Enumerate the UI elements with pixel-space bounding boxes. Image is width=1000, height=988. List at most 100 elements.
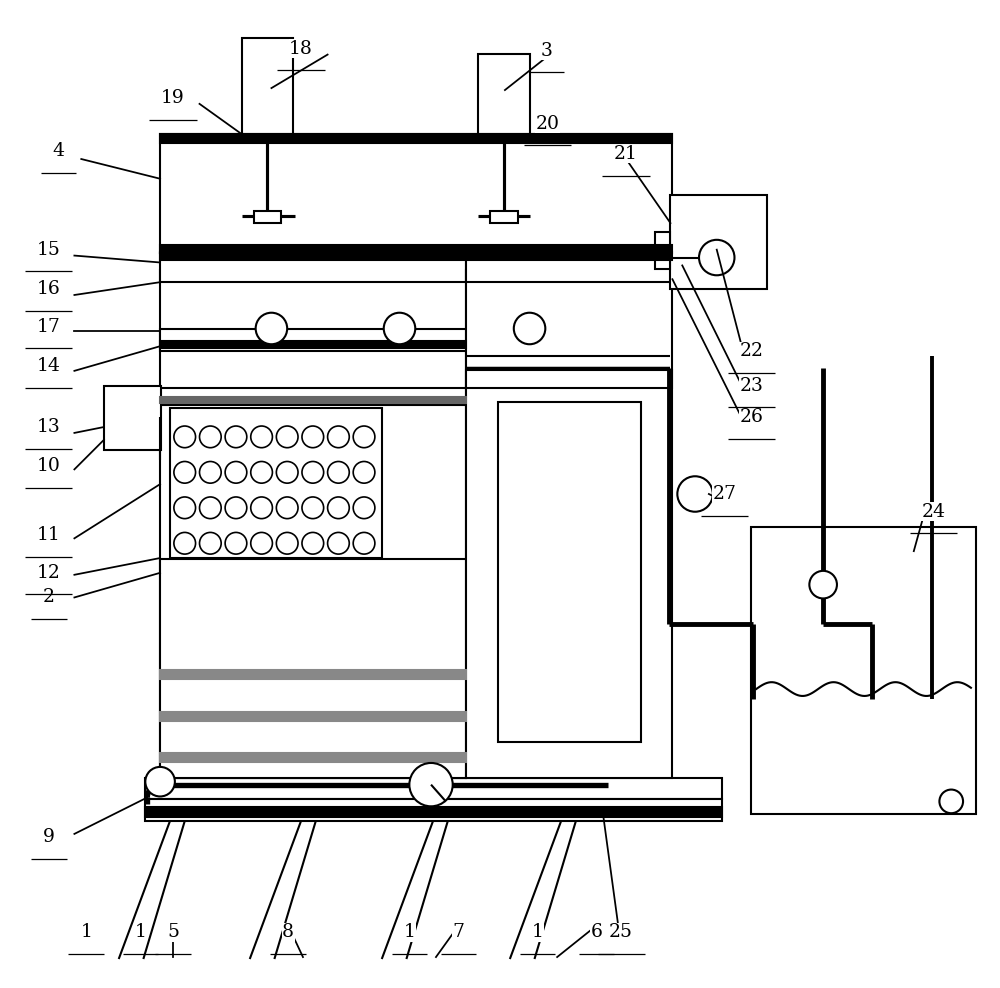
Bar xyxy=(170,408,382,558)
Bar xyxy=(242,38,293,134)
Circle shape xyxy=(200,461,221,483)
Bar xyxy=(160,753,466,762)
Circle shape xyxy=(276,426,298,448)
Bar xyxy=(466,252,672,260)
Text: 22: 22 xyxy=(739,342,763,361)
Text: 7: 7 xyxy=(453,924,465,942)
Circle shape xyxy=(353,461,375,483)
Circle shape xyxy=(384,313,415,344)
Bar xyxy=(160,559,466,778)
Circle shape xyxy=(174,497,196,519)
Circle shape xyxy=(409,763,453,806)
Text: 21: 21 xyxy=(614,145,638,163)
Bar xyxy=(751,527,976,814)
Text: 4: 4 xyxy=(53,142,65,160)
Circle shape xyxy=(677,476,713,512)
Circle shape xyxy=(200,497,221,519)
Text: 1: 1 xyxy=(80,924,92,942)
Circle shape xyxy=(328,497,349,519)
Bar xyxy=(160,252,466,260)
Circle shape xyxy=(699,240,734,276)
Circle shape xyxy=(353,533,375,554)
Bar xyxy=(490,211,518,223)
Bar xyxy=(160,271,466,778)
Bar xyxy=(160,134,672,253)
Bar xyxy=(145,807,722,817)
Bar xyxy=(160,134,672,143)
Bar xyxy=(478,53,530,134)
Bar xyxy=(160,245,672,253)
Circle shape xyxy=(328,533,349,554)
Circle shape xyxy=(200,533,221,554)
Bar xyxy=(145,799,722,821)
Circle shape xyxy=(174,533,196,554)
Text: 3: 3 xyxy=(540,41,552,59)
Circle shape xyxy=(225,497,247,519)
Bar xyxy=(104,385,161,450)
Circle shape xyxy=(145,767,175,796)
Text: 25: 25 xyxy=(609,924,633,942)
Text: 16: 16 xyxy=(37,280,61,298)
Bar xyxy=(160,397,466,403)
Text: 15: 15 xyxy=(37,241,61,259)
Text: 18: 18 xyxy=(289,40,313,57)
Text: 19: 19 xyxy=(161,89,185,107)
Bar xyxy=(254,211,281,223)
Text: 23: 23 xyxy=(739,376,763,394)
Text: 9: 9 xyxy=(43,828,55,846)
Text: 2: 2 xyxy=(43,589,55,607)
Bar xyxy=(160,253,466,283)
Text: 10: 10 xyxy=(37,457,61,475)
Circle shape xyxy=(809,571,837,599)
Circle shape xyxy=(328,461,349,483)
Bar xyxy=(160,711,466,720)
Bar xyxy=(655,232,670,270)
Text: 1: 1 xyxy=(532,924,543,942)
Text: 1: 1 xyxy=(134,924,146,942)
Text: 20: 20 xyxy=(535,115,559,132)
Circle shape xyxy=(353,497,375,519)
Text: 13: 13 xyxy=(37,418,61,436)
Circle shape xyxy=(256,313,287,344)
Circle shape xyxy=(276,497,298,519)
Text: 24: 24 xyxy=(921,503,945,521)
Text: 8: 8 xyxy=(282,924,294,942)
Circle shape xyxy=(276,461,298,483)
Circle shape xyxy=(225,461,247,483)
Circle shape xyxy=(939,789,963,813)
Bar xyxy=(670,196,767,289)
Bar xyxy=(160,329,466,351)
Circle shape xyxy=(302,533,324,554)
Circle shape xyxy=(251,461,272,483)
Circle shape xyxy=(251,497,272,519)
Text: 26: 26 xyxy=(739,408,763,426)
Circle shape xyxy=(302,426,324,448)
Text: 12: 12 xyxy=(37,564,61,582)
Text: 17: 17 xyxy=(37,317,61,336)
Circle shape xyxy=(276,533,298,554)
Bar xyxy=(466,271,672,778)
Circle shape xyxy=(225,533,247,554)
Circle shape xyxy=(302,497,324,519)
Text: 11: 11 xyxy=(37,527,61,544)
Text: 6: 6 xyxy=(591,924,602,942)
Bar xyxy=(145,778,722,799)
Circle shape xyxy=(251,426,272,448)
Bar xyxy=(160,341,466,348)
Bar xyxy=(160,387,466,405)
Circle shape xyxy=(174,461,196,483)
Bar xyxy=(466,253,672,283)
Circle shape xyxy=(200,426,221,448)
Bar xyxy=(498,402,641,742)
Circle shape xyxy=(225,426,247,448)
Circle shape xyxy=(328,426,349,448)
Circle shape xyxy=(514,313,545,344)
Circle shape xyxy=(251,533,272,554)
Text: 5: 5 xyxy=(167,924,179,942)
Text: 14: 14 xyxy=(37,357,61,374)
Bar xyxy=(466,370,672,387)
Bar xyxy=(160,670,466,679)
Circle shape xyxy=(302,461,324,483)
Text: 1: 1 xyxy=(403,924,415,942)
Text: 27: 27 xyxy=(713,485,737,503)
